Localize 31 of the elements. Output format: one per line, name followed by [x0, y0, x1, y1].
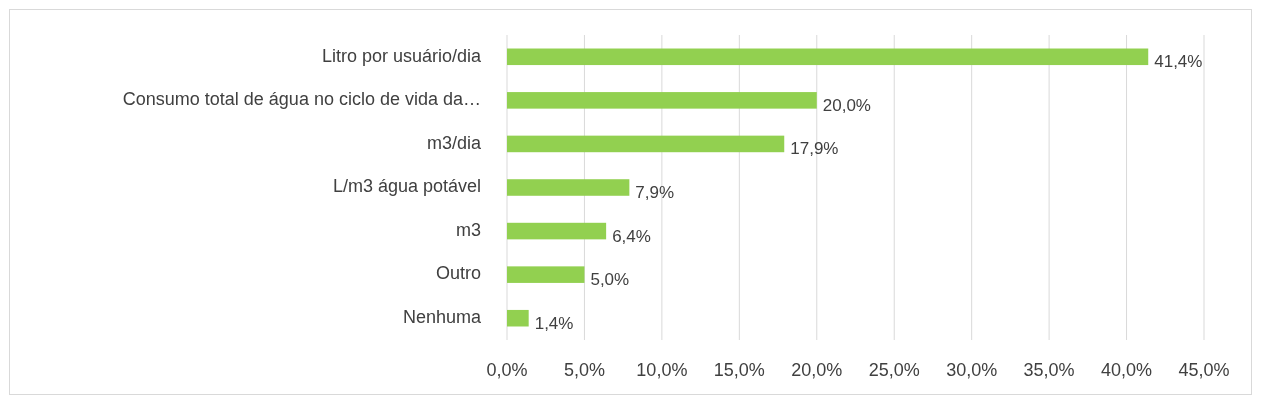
- y-tick-label: Outro: [435, 263, 481, 284]
- data-label: 17,9%: [790, 139, 839, 159]
- x-tick-label: 40,0%: [1101, 360, 1153, 380]
- x-tick-label: 15,0%: [713, 360, 765, 380]
- x-tick-label: 30,0%: [946, 360, 998, 380]
- y-tick-label: L/m3 água potável: [332, 176, 481, 197]
- bar: [507, 309, 529, 327]
- y-tick-label: Nenhuma: [402, 306, 482, 327]
- data-label: 20,0%: [822, 95, 871, 115]
- bar: [507, 92, 817, 109]
- x-tick-label: 25,0%: [868, 360, 920, 380]
- y-tick-label: Consumo total de água no ciclo de vida da…: [122, 89, 481, 110]
- data-label: 7,9%: [635, 182, 675, 202]
- bar: [507, 222, 607, 240]
- bar: [507, 48, 1149, 66]
- bar: [507, 266, 585, 283]
- x-tick-label: 0,0%: [486, 360, 528, 380]
- x-tick-label: 35,0%: [1023, 360, 1075, 380]
- data-label: 5,0%: [590, 270, 630, 290]
- x-tick-label: 5,0%: [563, 360, 605, 380]
- x-tick-label: 20,0%: [791, 360, 843, 380]
- bar: [507, 179, 630, 196]
- data-label: 1,4%: [534, 313, 574, 333]
- bar: [507, 135, 785, 153]
- x-tick-label: 45,0%: [1178, 360, 1230, 380]
- data-label: 41,4%: [1154, 52, 1203, 72]
- y-tick-label: m3/dia: [426, 132, 482, 153]
- data-label: 6,4%: [612, 226, 651, 246]
- y-tick-label: m3: [455, 219, 481, 240]
- y-tick-label: Litro por usuário/dia: [321, 45, 482, 66]
- x-tick-label: 10,0%: [636, 360, 688, 380]
